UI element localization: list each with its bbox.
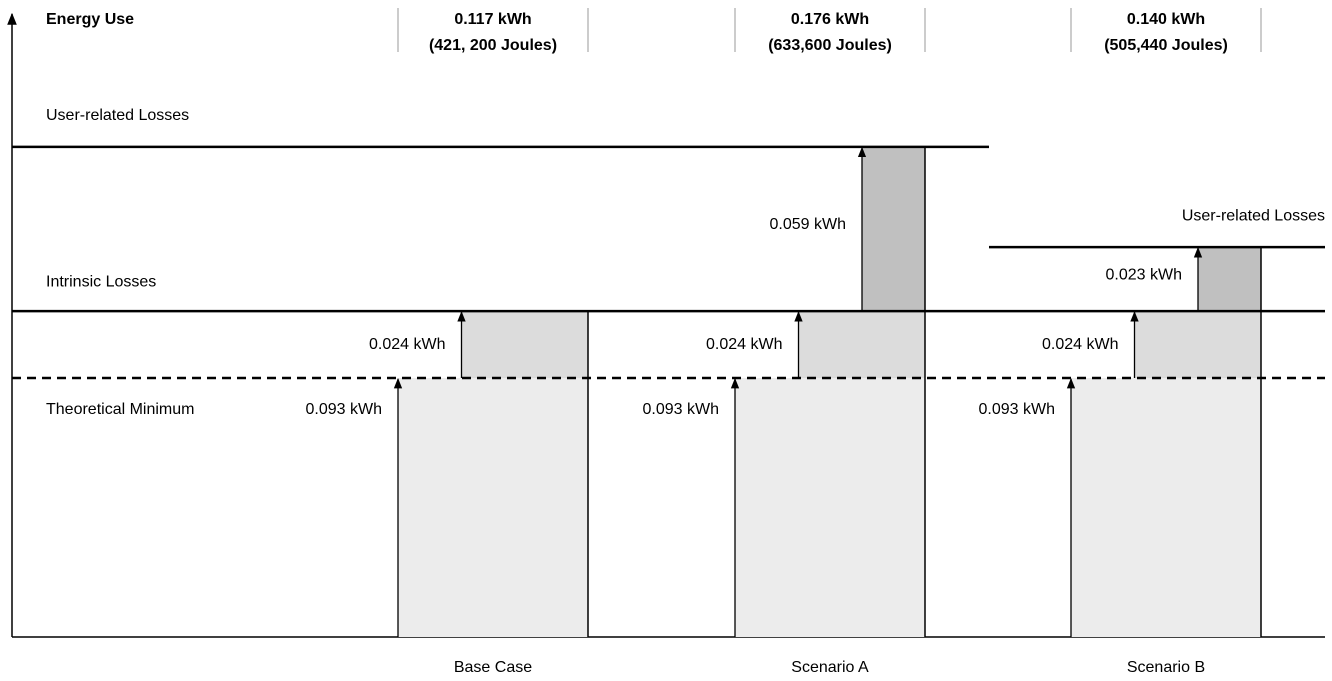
value-label: 0.023 kWh	[1106, 266, 1182, 283]
joule-label: (421, 200 Joules)	[429, 37, 557, 54]
segment	[461, 311, 588, 378]
value-label: 0.059 kWh	[770, 216, 846, 233]
total-label: 0.176 kWh	[791, 11, 869, 28]
segment	[398, 377, 588, 637]
joule-label: (505,440 Joules)	[1104, 37, 1228, 54]
series-label: Intrinsic Losses	[46, 273, 156, 290]
value-label: 0.024 kWh	[706, 336, 782, 353]
total-label: 0.140 kWh	[1127, 11, 1205, 28]
series-label: User-related Losses	[46, 107, 189, 124]
segment	[862, 146, 925, 312]
series-label: Theoretical Minimum	[46, 401, 194, 418]
segment	[1071, 377, 1261, 637]
segment	[1198, 247, 1261, 312]
value-label: 0.093 kWh	[979, 401, 1055, 418]
joule-label: (633,600 Joules)	[768, 37, 892, 54]
value-label: 0.093 kWh	[306, 401, 382, 418]
chart-title: Energy Use	[46, 11, 134, 28]
value-label: 0.024 kWh	[369, 336, 445, 353]
category-label: Scenario B	[1127, 659, 1205, 676]
value-label: 0.024 kWh	[1042, 336, 1118, 353]
series-label: User-related Losses	[1182, 207, 1325, 224]
value-label: 0.093 kWh	[643, 401, 719, 418]
segment	[1134, 311, 1261, 378]
segment	[798, 311, 925, 378]
category-label: Base Case	[454, 659, 532, 676]
category-label: Scenario A	[791, 659, 869, 676]
segment	[735, 377, 925, 637]
total-label: 0.117 kWh	[454, 11, 531, 28]
